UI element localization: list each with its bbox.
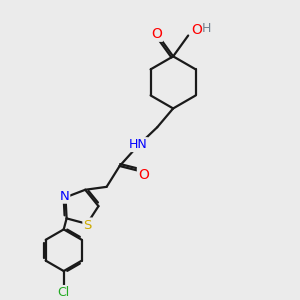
Text: S: S [83,218,92,232]
Text: Cl: Cl [58,286,70,299]
Text: HN: HN [128,138,147,151]
Text: N: N [59,190,69,203]
Text: O: O [191,23,202,37]
Text: O: O [138,168,149,182]
Text: O: O [151,27,162,41]
Text: H: H [201,22,211,34]
